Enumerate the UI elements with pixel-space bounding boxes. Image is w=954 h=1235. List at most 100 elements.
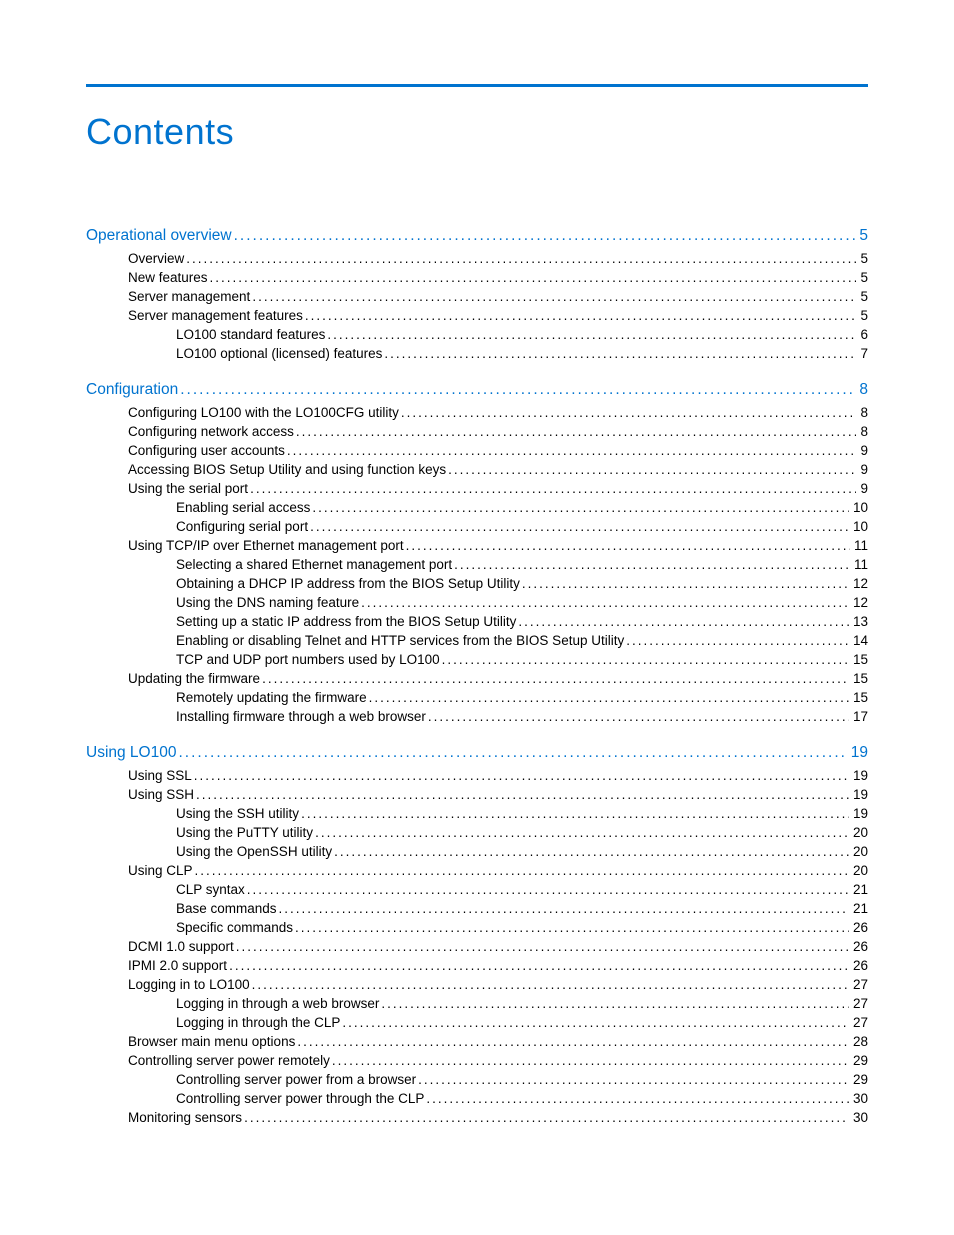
toc-entry-page: 27 bbox=[851, 975, 868, 994]
toc-leader-dots bbox=[334, 842, 849, 861]
toc-entry-text: Using the DNS naming feature bbox=[176, 593, 359, 612]
toc-entry-page: 15 bbox=[851, 650, 868, 669]
toc-leader-dots bbox=[250, 479, 856, 498]
toc-entry-text: Using LO100 bbox=[86, 742, 176, 764]
toc-entry[interactable]: Controlling server power through the CLP… bbox=[86, 1089, 868, 1108]
toc-leader-dots bbox=[252, 287, 856, 306]
toc-entry[interactable]: LO100 optional (licensed) features 7 bbox=[86, 344, 868, 363]
toc-entry-page: 19 bbox=[849, 742, 868, 764]
toc-entry-page: 15 bbox=[851, 669, 868, 688]
toc-entry[interactable]: Using CLP 20 bbox=[86, 861, 868, 880]
toc-entry[interactable]: Accessing BIOS Setup Utility and using f… bbox=[86, 460, 868, 479]
toc-leader-dots bbox=[305, 306, 857, 325]
toc-entry-page: 5 bbox=[858, 287, 868, 306]
toc-entry-text: Operational overview bbox=[86, 225, 232, 247]
toc-entry[interactable]: Using the serial port 9 bbox=[86, 479, 868, 498]
toc-leader-dots bbox=[442, 650, 849, 669]
toc-entry[interactable]: Controlling server power remotely 29 bbox=[86, 1051, 868, 1070]
toc-entry[interactable]: CLP syntax 21 bbox=[86, 880, 868, 899]
toc-section-heading[interactable]: Using LO100 19 bbox=[86, 742, 868, 764]
toc-leader-dots bbox=[312, 498, 849, 517]
toc-leader-dots bbox=[369, 688, 849, 707]
toc-entry[interactable]: New features 5 bbox=[86, 268, 868, 287]
toc-entry-text: IPMI 2.0 support bbox=[128, 956, 227, 975]
toc-entry-page: 11 bbox=[852, 555, 868, 574]
toc-leader-dots bbox=[522, 574, 849, 593]
toc-entry[interactable]: Updating the firmware 15 bbox=[86, 669, 868, 688]
toc-entry[interactable]: Configuring serial port 10 bbox=[86, 517, 868, 536]
toc-entry[interactable]: Server management 5 bbox=[86, 287, 868, 306]
toc-entry[interactable]: LO100 standard features 6 bbox=[86, 325, 868, 344]
toc-entry[interactable]: Logging in to LO100 27 bbox=[86, 975, 868, 994]
toc-entry-text: Remotely updating the firmware bbox=[176, 688, 367, 707]
toc-entry-text: Browser main menu options bbox=[128, 1032, 295, 1051]
toc-entry[interactable]: Using the PuTTY utility 20 bbox=[86, 823, 868, 842]
toc-leader-dots bbox=[310, 517, 849, 536]
toc-entry[interactable]: Remotely updating the firmware 15 bbox=[86, 688, 868, 707]
toc-entry[interactable]: Using the OpenSSH utility 20 bbox=[86, 842, 868, 861]
toc-entry[interactable]: Enabling or disabling Telnet and HTTP se… bbox=[86, 631, 868, 650]
toc-entry[interactable]: Using TCP/IP over Ethernet management po… bbox=[86, 536, 868, 555]
toc-entry-page: 30 bbox=[851, 1089, 868, 1108]
page-title: Contents bbox=[86, 111, 868, 153]
toc-section-heading[interactable]: Operational overview 5 bbox=[86, 225, 868, 247]
toc-leader-dots bbox=[195, 861, 849, 880]
toc-entry-page: 20 bbox=[851, 823, 868, 842]
toc-entry[interactable]: Using SSH 19 bbox=[86, 785, 868, 804]
toc-section-heading[interactable]: Configuration 8 bbox=[86, 379, 868, 401]
toc-section: Configuration 8 Configuring LO100 with th… bbox=[86, 379, 868, 726]
toc-entry[interactable]: Using the DNS naming feature 12 bbox=[86, 593, 868, 612]
toc-entry[interactable]: Monitoring sensors 30 bbox=[86, 1108, 868, 1127]
toc-entry[interactable]: Configuring LO100 with the LO100CFG util… bbox=[86, 403, 868, 422]
toc-entry[interactable]: Configuring network access 8 bbox=[86, 422, 868, 441]
toc-entry-text: Configuring LO100 with the LO100CFG util… bbox=[128, 403, 399, 422]
toc-entry[interactable]: Controlling server power from a browser … bbox=[86, 1070, 868, 1089]
toc-entry-page: 27 bbox=[851, 994, 868, 1013]
toc-entry-page: 19 bbox=[851, 785, 868, 804]
toc-entry-text: Overview bbox=[128, 249, 184, 268]
toc-entry[interactable]: Base commands 21 bbox=[86, 899, 868, 918]
toc-entry[interactable]: Logging in through the CLP 27 bbox=[86, 1013, 868, 1032]
toc-leader-dots bbox=[262, 669, 849, 688]
toc-entry-text: Logging in to LO100 bbox=[128, 975, 250, 994]
toc-entry-page: 29 bbox=[851, 1051, 868, 1070]
toc-entry-text: New features bbox=[128, 268, 208, 287]
toc-entry[interactable]: TCP and UDP port numbers used by LO100 1… bbox=[86, 650, 868, 669]
toc-entry-text: Setting up a static IP address from the … bbox=[176, 612, 516, 631]
toc-entry[interactable]: Installing firmware through a web browse… bbox=[86, 707, 868, 726]
toc-entry[interactable]: Setting up a static IP address from the … bbox=[86, 612, 868, 631]
toc-entry[interactable]: Selecting a shared Ethernet management p… bbox=[86, 555, 868, 574]
toc-entry-text: LO100 standard features bbox=[176, 325, 325, 344]
toc-leader-dots bbox=[401, 403, 857, 422]
toc-leader-dots bbox=[327, 325, 856, 344]
toc-entry[interactable]: Browser main menu options 28 bbox=[86, 1032, 868, 1051]
toc-entry[interactable]: Using SSL 19 bbox=[86, 766, 868, 785]
toc-leader-dots bbox=[361, 593, 849, 612]
toc-entry[interactable]: Specific commands 26 bbox=[86, 918, 868, 937]
toc-entry-page: 9 bbox=[858, 441, 868, 460]
toc-entry[interactable]: Configuring user accounts 9 bbox=[86, 441, 868, 460]
toc-entry-page: 14 bbox=[851, 631, 868, 650]
toc-entry[interactable]: IPMI 2.0 support 26 bbox=[86, 956, 868, 975]
toc-entry-text: Using SSL bbox=[128, 766, 192, 785]
toc-entry-page: 13 bbox=[851, 612, 868, 631]
toc-entry[interactable]: Enabling serial access 10 bbox=[86, 498, 868, 517]
toc-entry[interactable]: Using the SSH utility 19 bbox=[86, 804, 868, 823]
toc-entry-page: 12 bbox=[851, 574, 868, 593]
toc-entry-text: Accessing BIOS Setup Utility and using f… bbox=[128, 460, 446, 479]
toc-leader-dots bbox=[301, 804, 849, 823]
toc-entry-text: CLP syntax bbox=[176, 880, 245, 899]
toc-leader-dots bbox=[252, 975, 849, 994]
toc-entry[interactable]: Obtaining a DHCP IP address from the BIO… bbox=[86, 574, 868, 593]
toc-entry-page: 11 bbox=[852, 536, 868, 555]
toc-entry[interactable]: DCMI 1.0 support 26 bbox=[86, 937, 868, 956]
toc-entry-text: Using the OpenSSH utility bbox=[176, 842, 332, 861]
toc-entry[interactable]: Overview 5 bbox=[86, 249, 868, 268]
toc-entry-page: 8 bbox=[858, 422, 868, 441]
toc-entry-text: Base commands bbox=[176, 899, 277, 918]
toc-entry[interactable]: Logging in through a web browser 27 bbox=[86, 994, 868, 1013]
toc-leader-dots bbox=[244, 1108, 849, 1127]
toc-list: Operational overview 5Overview 5New feat… bbox=[86, 225, 868, 1127]
toc-leader-dots bbox=[428, 707, 849, 726]
toc-entry[interactable]: Server management features 5 bbox=[86, 306, 868, 325]
